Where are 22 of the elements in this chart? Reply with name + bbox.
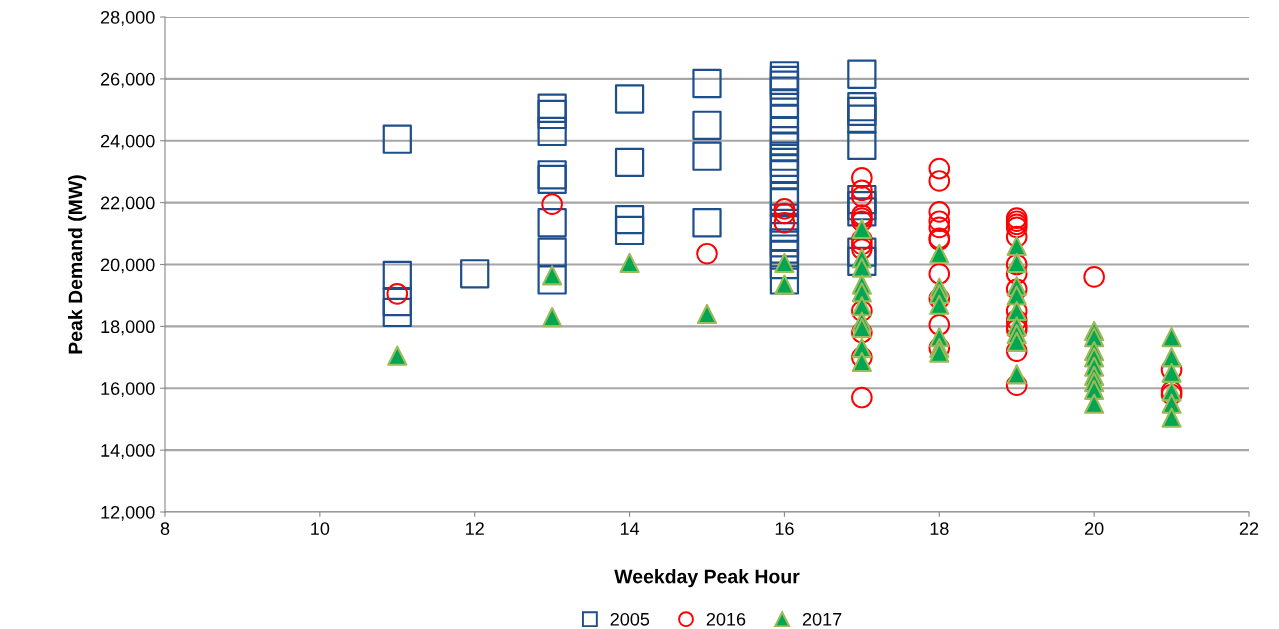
x-axis-title: Weekday Peak Hour (614, 569, 800, 588)
y-tick-label: 28,000 (100, 10, 155, 26)
y-tick-label: 12,000 (101, 505, 155, 521)
legend-label: 2005 (610, 612, 650, 626)
x-tick-label: 12 (466, 522, 484, 535)
legend-label: 2017 (802, 612, 842, 626)
x-tick-label: 14 (620, 522, 640, 535)
x-tick-label: 8 (160, 522, 170, 535)
y-tick-label: 14,000 (101, 444, 155, 459)
y-tick-label: 22,000 (100, 196, 155, 212)
x-tick-label: 22 (1239, 522, 1259, 535)
y-tick-label: 16,000 (101, 382, 155, 398)
x-tick-label: 10 (311, 522, 330, 535)
y-axis-title: Peak Demand (MW) (68, 175, 87, 354)
legend-label: 2016 (706, 612, 746, 626)
x-tick-label: 18 (930, 522, 949, 535)
x-tick-label: 20 (1085, 522, 1104, 535)
y-tick-label: 18,000 (101, 320, 155, 336)
y-tick-label: 26,000 (100, 72, 155, 88)
x-tick-label: 16 (775, 522, 794, 535)
y-tick-label: 24,000 (100, 134, 155, 150)
y-tick-label: 20,000 (100, 258, 155, 274)
